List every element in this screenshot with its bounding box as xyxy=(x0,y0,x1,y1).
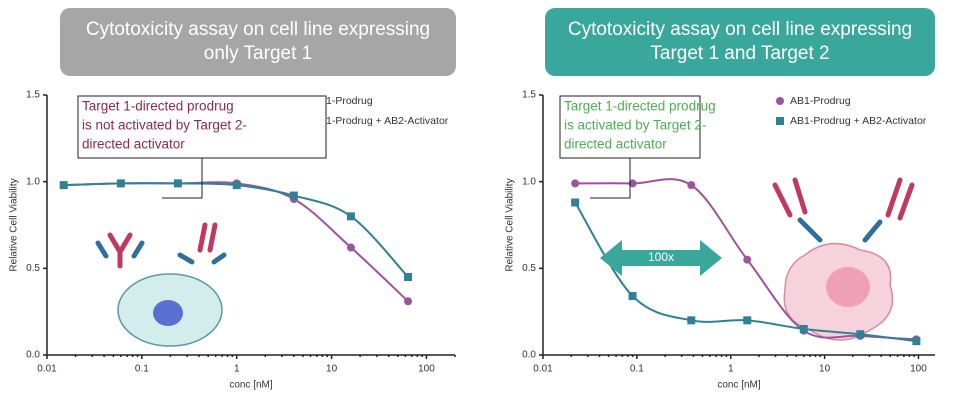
header-line: Target 1 and Target 2 xyxy=(650,43,830,64)
y-tick-label: 0.0 xyxy=(26,350,40,361)
x-tick-label: 0.01 xyxy=(533,364,553,375)
point xyxy=(799,325,808,333)
x-axis-label: conc [nM] xyxy=(229,380,273,391)
annotation-line: is activated by Target 2- xyxy=(564,118,706,133)
x-tick-label: 0.01 xyxy=(37,364,57,375)
y-tick-label: 0.5 xyxy=(26,263,40,274)
y-tick-label: 1.0 xyxy=(522,176,536,187)
annotation-pointer xyxy=(162,158,203,199)
x-axis-label: conc [nM] xyxy=(717,380,761,391)
fold-label: 100x xyxy=(648,250,674,264)
annotation-line: is not activated by Target 2- xyxy=(82,118,247,133)
point xyxy=(687,316,696,325)
point xyxy=(856,330,865,339)
x-tick-label: 1 xyxy=(728,364,734,375)
point xyxy=(743,255,752,264)
legend-marker xyxy=(776,97,784,105)
point xyxy=(687,181,696,190)
x-tick-label: 10 xyxy=(326,364,338,375)
legend-label: AB1-Prodrug xyxy=(312,95,373,107)
point xyxy=(571,179,580,188)
header-line: Cytotoxicity assay on cell line expressi… xyxy=(85,19,431,40)
legend-label: AB1-Prodrug + AB2-Activator xyxy=(790,115,927,127)
legend-label: AB1-Prodrug + AB2-Activator xyxy=(312,115,449,127)
annotation-box xyxy=(77,95,327,159)
cell-illustration xyxy=(772,177,915,341)
y-tick-label: 1.0 xyxy=(26,176,40,187)
cell-illustration xyxy=(95,222,227,347)
annotation-line: Target 1-directed prodrug xyxy=(82,99,234,114)
y-axis-label: Relative Cell Viability xyxy=(9,178,20,271)
point xyxy=(346,243,355,252)
point xyxy=(289,191,298,200)
x-tick-label: 10 xyxy=(819,364,831,375)
point xyxy=(743,316,752,325)
y-tick-label: 1.5 xyxy=(522,90,536,101)
x-tick-label: 0.1 xyxy=(135,364,149,375)
point xyxy=(404,273,413,281)
y-axis-label: Relative Cell Viability xyxy=(505,178,516,271)
point xyxy=(571,198,580,207)
point xyxy=(173,179,182,188)
point xyxy=(404,297,413,306)
y-tick-label: 0.5 xyxy=(522,263,536,274)
chart-header: Cytotoxicity assay on cell line expressi… xyxy=(60,8,456,76)
point xyxy=(346,212,355,221)
legend-label: AB1-Prodrug xyxy=(790,95,851,107)
x-tick-label: 100 xyxy=(418,364,435,375)
fold-arrow xyxy=(600,240,722,276)
point xyxy=(912,337,921,346)
point xyxy=(628,179,637,188)
annotation-line: directed activator xyxy=(82,137,185,152)
annotation-line: directed activator xyxy=(564,137,667,152)
x-tick-label: 0.1 xyxy=(630,364,644,375)
header-line: Cytotoxicity assay on cell line expressi… xyxy=(567,19,913,40)
point xyxy=(116,179,125,188)
y-tick-label: 0.0 xyxy=(522,350,536,361)
point xyxy=(232,181,241,190)
annotation-line: Target 1-directed prodrug xyxy=(564,99,716,114)
legend-marker xyxy=(776,117,784,125)
point xyxy=(59,181,68,190)
header-line: only Target 1 xyxy=(203,43,313,64)
x-tick-label: 1 xyxy=(234,364,240,375)
x-tick-label: 100 xyxy=(910,364,927,375)
annotation-pointer xyxy=(590,158,631,199)
y-tick-label: 1.5 xyxy=(26,90,40,101)
chart-header: Cytotoxicity assay on cell line expressi… xyxy=(545,8,935,76)
point xyxy=(628,292,637,301)
fit-curve xyxy=(63,182,409,278)
